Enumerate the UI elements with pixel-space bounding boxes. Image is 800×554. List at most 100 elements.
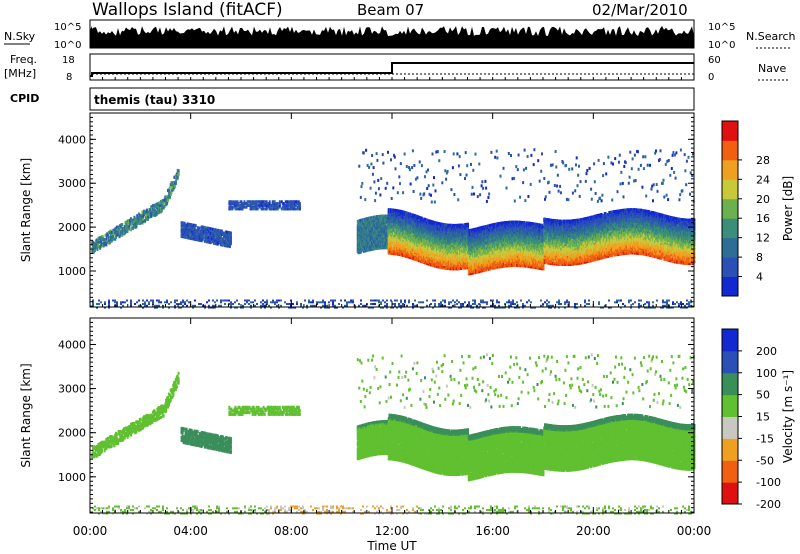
echo-cell	[320, 301, 322, 303]
echo-cell	[616, 301, 618, 303]
echo-cell	[496, 300, 498, 302]
echo-cell	[376, 159, 378, 162]
freq-panel: Freq. [MHz] 18 8 60 0 Nave	[4, 53, 790, 83]
echo-cell	[433, 176, 435, 179]
echo-cell	[108, 301, 110, 303]
echo-cell	[546, 300, 548, 302]
echo-cell	[372, 300, 374, 302]
echo-cell	[638, 303, 640, 305]
echo-cell	[474, 300, 476, 302]
echo-cell	[574, 303, 576, 305]
echo-cell	[418, 301, 420, 303]
echo-cell	[512, 301, 514, 303]
echo-cell	[115, 236, 117, 239]
echo-cell	[546, 303, 548, 305]
echo-cell	[377, 179, 379, 182]
nsky-label: N.Sky	[4, 30, 36, 43]
echo-cell	[622, 303, 624, 305]
echo-cell	[126, 300, 128, 302]
echo-cell	[632, 303, 634, 305]
echo-cell	[634, 301, 636, 303]
echo-cell	[358, 165, 360, 168]
echo-cell	[395, 167, 397, 170]
freq-tick-low: 8	[66, 72, 72, 83]
echo-cell	[392, 186, 394, 189]
echo-cell	[432, 153, 434, 156]
beam-title: Beam 07	[357, 1, 424, 19]
echo-cell	[435, 189, 437, 192]
echo-cell	[421, 164, 423, 167]
echo-cell	[182, 300, 184, 302]
echo-cell	[406, 165, 408, 168]
echo-cell	[458, 301, 460, 303]
echo-cell	[344, 300, 346, 302]
echo-cell	[130, 300, 132, 302]
echo-cell	[96, 303, 98, 305]
echo-cell	[426, 187, 428, 190]
echo-cell	[124, 301, 126, 303]
echo-cell	[266, 200, 268, 203]
cpid-label: CPID	[10, 92, 39, 105]
echo-cell	[148, 301, 150, 303]
echo-cell	[586, 303, 588, 305]
echo-cell	[360, 196, 362, 199]
echo-cell	[138, 300, 140, 302]
echo-cell	[438, 303, 440, 305]
echo-cell	[208, 300, 210, 302]
echo-cell	[432, 300, 434, 302]
echo-cell	[431, 201, 433, 204]
echo-cell	[127, 230, 129, 233]
echo-cell	[226, 300, 228, 302]
echo-cell	[480, 300, 482, 302]
echo-cell	[404, 153, 406, 156]
echo-cell	[178, 172, 180, 175]
echo-cell	[292, 303, 294, 305]
echo-cell	[682, 303, 684, 305]
echo-cell	[364, 198, 366, 201]
echo-cell	[338, 303, 340, 305]
echo-cell	[112, 238, 114, 241]
echo-cell	[142, 218, 144, 221]
echo-cell	[520, 300, 522, 302]
echo-cell	[668, 300, 670, 302]
echo-cell	[304, 300, 306, 302]
freq-label: Freq.	[10, 53, 37, 66]
echo-cell	[408, 301, 410, 303]
echo-cell	[386, 303, 388, 305]
echo-cell	[98, 303, 100, 305]
echo-cell	[414, 300, 416, 302]
echo-cell	[330, 300, 332, 302]
echo-cell	[400, 301, 402, 303]
echo-cell	[472, 303, 474, 305]
echo-cell	[328, 301, 330, 303]
echo-cell	[646, 301, 648, 303]
echo-cell	[453, 152, 455, 155]
echo-cell	[166, 202, 168, 205]
nave-tick-low: 0	[708, 72, 714, 83]
echo-cell	[466, 164, 468, 167]
echo-cell	[544, 301, 546, 303]
echo-cell	[558, 301, 560, 303]
echo-cell	[678, 303, 680, 305]
echo-cell	[372, 173, 374, 176]
echo-cell	[250, 301, 252, 303]
echo-cell	[498, 301, 500, 303]
echo-cell	[256, 303, 258, 305]
echo-cell	[465, 151, 467, 154]
echo-cell	[167, 199, 169, 202]
echo-cell	[238, 303, 240, 305]
echo-cell	[248, 303, 250, 305]
echo-cell	[166, 300, 168, 302]
echo-cell	[442, 300, 444, 302]
echo-cell	[222, 244, 224, 247]
echo-cell	[382, 300, 384, 302]
echo-cell	[402, 303, 404, 305]
echo-cell	[130, 301, 132, 303]
echo-cell	[169, 186, 171, 189]
echo-cell	[170, 301, 172, 303]
echo-cell	[456, 303, 458, 305]
echo-cell	[666, 300, 668, 302]
echo-cell	[528, 300, 530, 302]
echo-cell	[180, 301, 182, 303]
